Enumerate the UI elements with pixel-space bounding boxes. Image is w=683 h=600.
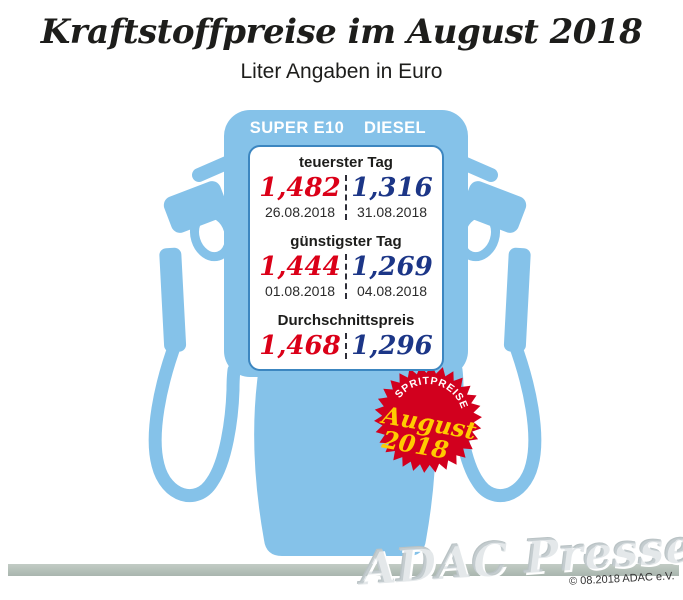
page-title: Kraftstoffpreise im August 2018: [40, 12, 643, 52]
fuel-type-header: SUPER E10 DIESEL: [248, 119, 444, 138]
section-label: Durchschnittspreis: [277, 312, 415, 329]
pump-base: [254, 374, 436, 556]
column-divider: [345, 333, 347, 359]
fuel-hose-left: [148, 335, 241, 503]
fuel-nozzle-right-icon: [445, 151, 542, 503]
diesel-date: 04.08.2018: [356, 283, 428, 299]
section-cheapest-day: günstigster Tag 1,444 1,269 01.08.2018 0…: [254, 232, 438, 301]
section-label: teuerster Tag: [299, 154, 393, 171]
fuel-type-diesel: DIESEL: [364, 119, 426, 137]
badge-year: 2018: [379, 424, 451, 464]
super-e10-price: 1,482: [259, 173, 341, 203]
page-subtitle: Liter Angaben in Euro: [240, 60, 443, 83]
super-e10-price: 1,444: [259, 252, 341, 282]
diesel-date: 31.08.2018: [356, 204, 428, 220]
badge-month: August: [378, 400, 478, 445]
fuel-nozzle-left-icon: [148, 151, 245, 503]
fuel-hose-right: [449, 335, 542, 503]
diesel-price: 1,269: [351, 252, 433, 282]
diesel-price: 1,316: [351, 173, 433, 203]
column-divider: [345, 175, 347, 220]
price-panel: teuerster Tag 1,482 1,316 26.08.2018 31.…: [248, 145, 444, 371]
price-badge: SPRITPREISE August 2018: [374, 365, 482, 473]
diesel-price: 1,296: [351, 331, 433, 361]
bottom-bar: [8, 564, 679, 576]
section-most-expensive-day: teuerster Tag 1,482 1,316 26.08.2018 31.…: [254, 153, 438, 222]
super-e10-date: 01.08.2018: [264, 283, 336, 299]
section-average-price: Durchschnittspreis 1,468 1,296: [254, 311, 438, 361]
column-divider: [345, 254, 347, 299]
section-label: günstigster Tag: [290, 233, 402, 250]
starburst-icon: [374, 365, 482, 473]
super-e10-price: 1,468: [259, 331, 341, 361]
badge-top-text: SPRITPREISE: [392, 369, 475, 413]
fuel-type-super-e10: SUPER E10: [249, 119, 345, 137]
super-e10-date: 26.08.2018: [264, 204, 336, 220]
